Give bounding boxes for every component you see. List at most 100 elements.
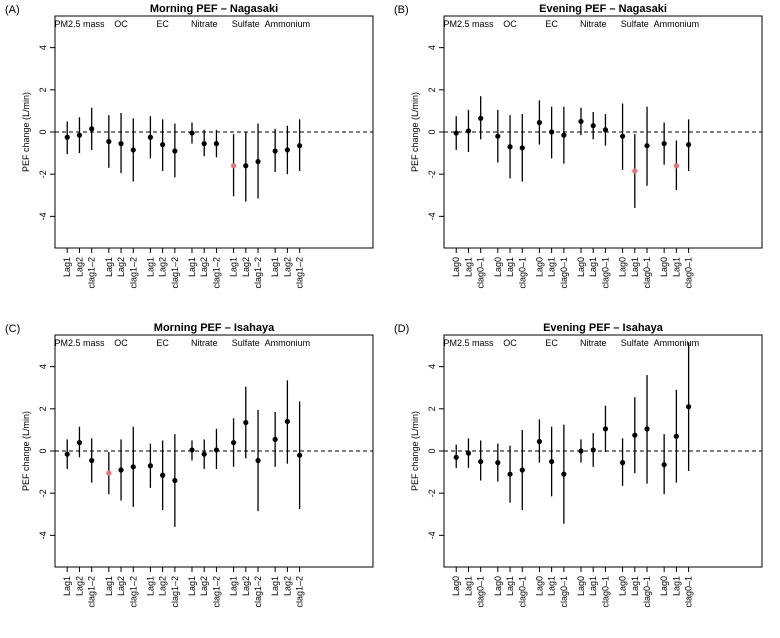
point-estimate bbox=[213, 141, 220, 147]
point-estimate bbox=[686, 142, 692, 148]
point-estimate bbox=[189, 130, 195, 136]
x-tick-label: Lag1 bbox=[229, 257, 239, 277]
x-tick-label: clag0–1 bbox=[600, 257, 610, 289]
x-tick-label: clag1–2 bbox=[170, 257, 180, 289]
group-label: Sulfate bbox=[232, 338, 260, 348]
point-estimate bbox=[201, 141, 207, 147]
point-estimate bbox=[465, 128, 472, 134]
group-label: Nitrate bbox=[580, 338, 607, 348]
x-tick-label: clag1–2 bbox=[295, 576, 305, 608]
point-estimate bbox=[147, 463, 153, 469]
x-tick-label: Lag0 bbox=[618, 576, 628, 596]
x-tick-label: Lag2 bbox=[158, 576, 168, 596]
point-estimate bbox=[549, 129, 555, 135]
plot-frame bbox=[54, 334, 374, 568]
point-estimate bbox=[632, 168, 638, 174]
x-tick-label: clag0–1 bbox=[684, 257, 694, 289]
x-tick-label: clag1–2 bbox=[170, 576, 180, 608]
y-tick-label: 2 bbox=[427, 87, 437, 92]
y-tick-label: 4 bbox=[427, 364, 437, 369]
point-estimate bbox=[673, 433, 679, 439]
point-estimate bbox=[549, 458, 555, 465]
y-axis-label: PEF change (L/min) bbox=[410, 92, 420, 172]
y-tick-label: 4 bbox=[38, 364, 48, 369]
y-tick-label: -4 bbox=[38, 531, 48, 539]
point-estimate bbox=[536, 119, 543, 126]
group-label: PM2.5 mass bbox=[54, 338, 105, 348]
group-label: PM2.5 mass bbox=[54, 19, 105, 29]
point-estimate bbox=[661, 462, 667, 468]
x-tick-label: Lag0 bbox=[576, 257, 586, 277]
group-label: EC bbox=[545, 338, 558, 348]
x-tick-label: Lag0 bbox=[659, 257, 669, 277]
panel-title: Evening PEF – Nagasaki bbox=[539, 3, 667, 15]
point-estimate bbox=[619, 460, 626, 466]
point-estimate bbox=[507, 471, 513, 477]
x-tick-label: clag0–1 bbox=[642, 576, 652, 608]
point-estimate bbox=[255, 158, 261, 165]
x-tick-label: Lag0 bbox=[451, 257, 461, 277]
group-label: Ammonium bbox=[654, 19, 700, 29]
x-tick-label: Lag0 bbox=[534, 576, 544, 596]
group-label: OC bbox=[114, 19, 128, 29]
group-label: Sulfate bbox=[232, 19, 260, 29]
point-estimate bbox=[619, 133, 626, 139]
y-tick-label: 0 bbox=[427, 448, 437, 453]
point-estimate bbox=[453, 454, 459, 460]
plot-frame bbox=[443, 15, 763, 249]
x-tick-label: Lag1 bbox=[547, 257, 557, 277]
x-tick-label: Lag1 bbox=[229, 576, 239, 596]
point-estimate bbox=[495, 133, 501, 139]
x-tick-label: clag0–1 bbox=[559, 257, 569, 289]
x-tick-label: Lag2 bbox=[199, 576, 209, 596]
x-tick-label: clag0–1 bbox=[476, 257, 486, 289]
group-label: OC bbox=[114, 338, 128, 348]
x-tick-label: Lag2 bbox=[116, 576, 126, 596]
x-tick-label: clag0–1 bbox=[600, 576, 610, 608]
x-tick-label: Lag1 bbox=[187, 257, 197, 277]
point-estimate bbox=[519, 145, 525, 151]
y-tick-label: -2 bbox=[427, 489, 437, 497]
point-estimate bbox=[255, 457, 261, 464]
y-tick-label: 2 bbox=[38, 87, 48, 92]
x-tick-label: Lag2 bbox=[74, 576, 84, 596]
point-estimate bbox=[243, 419, 249, 426]
point-estimate bbox=[478, 458, 484, 465]
panel-letter: (D) bbox=[394, 323, 409, 335]
point-estimate bbox=[507, 144, 513, 150]
point-estimate bbox=[76, 439, 83, 446]
x-tick-label: clag1–2 bbox=[87, 576, 97, 608]
x-tick-label: clag1–2 bbox=[211, 576, 221, 608]
point-estimate bbox=[243, 163, 249, 169]
point-estimate bbox=[297, 143, 303, 149]
x-tick-label: Lag1 bbox=[145, 257, 155, 277]
x-tick-label: Lag2 bbox=[74, 257, 84, 277]
point-estimate bbox=[590, 123, 596, 129]
panel-title: Evening PEF – Isahaya bbox=[543, 322, 664, 334]
point-estimate bbox=[89, 457, 95, 464]
group-label: Sulfate bbox=[621, 19, 649, 29]
point-estimate bbox=[118, 141, 124, 147]
y-tick-label: -4 bbox=[427, 531, 437, 539]
y-tick-label: -4 bbox=[427, 212, 437, 220]
x-tick-label: clag0–1 bbox=[517, 576, 527, 608]
point-estimate bbox=[536, 438, 543, 445]
point-estimate bbox=[297, 452, 303, 458]
x-tick-label: Lag0 bbox=[493, 257, 503, 277]
x-tick-label: clag0–1 bbox=[642, 257, 652, 289]
x-tick-label: Lag1 bbox=[463, 257, 473, 277]
group-label: EC bbox=[545, 19, 558, 29]
group-label: Ammonium bbox=[654, 338, 700, 348]
panel-0: (A) Morning PEF – Nagasaki -4 -2 0 2 4 PEF chan… bbox=[5, 3, 374, 289]
point-estimate bbox=[230, 439, 237, 446]
group-label: EC bbox=[156, 338, 169, 348]
group-label: PM2.5 mass bbox=[443, 338, 494, 348]
x-tick-label: clag1–2 bbox=[128, 257, 138, 289]
x-tick-label: Lag1 bbox=[463, 576, 473, 596]
point-estimate bbox=[590, 447, 596, 453]
x-tick-label: Lag1 bbox=[62, 576, 72, 596]
x-tick-label: Lag1 bbox=[104, 576, 114, 596]
panel-2: (C) Morning PEF – Isahaya -4 -2 0 2 4 PEF chang… bbox=[5, 322, 374, 608]
point-estimate bbox=[89, 126, 95, 132]
